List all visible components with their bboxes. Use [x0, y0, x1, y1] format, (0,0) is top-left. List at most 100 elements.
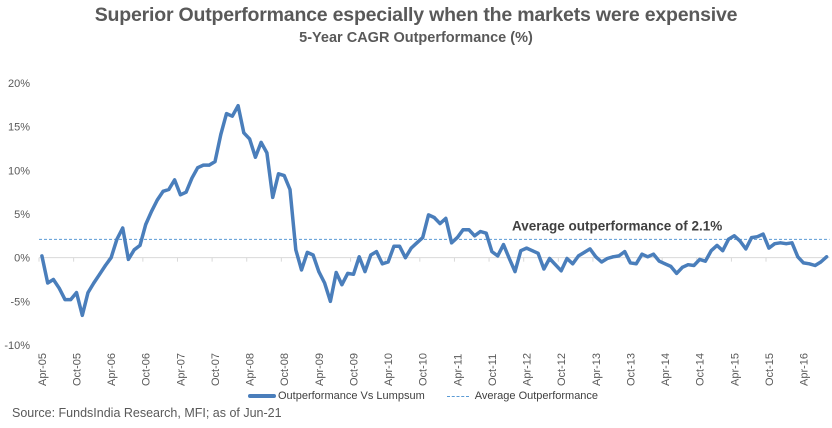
data-point — [559, 269, 563, 273]
data-point — [663, 262, 667, 266]
data-point — [519, 249, 523, 253]
data-point — [311, 253, 315, 257]
data-point — [802, 261, 806, 265]
x-tick-label: Oct-09 — [348, 353, 360, 386]
data-point — [398, 244, 402, 248]
data-point — [605, 257, 609, 261]
data-point — [207, 163, 211, 167]
legend-label: Average Outperformance — [474, 390, 599, 402]
data-point — [98, 272, 102, 276]
data-point — [611, 255, 615, 259]
x-tick-label: Oct-06 — [141, 353, 153, 386]
x-tick-label: Apr-13 — [591, 353, 603, 386]
legend: Outperformance Vs Lumpsum Average Outper… — [248, 390, 620, 402]
x-tick-label: Oct-12 — [556, 353, 568, 386]
data-point — [473, 234, 477, 238]
source-note: Source: FundsIndia Research, MFI; as of … — [12, 406, 282, 420]
data-point — [594, 255, 598, 259]
x-tick-label: Apr-05 — [37, 353, 49, 386]
x-tick-label: Apr-11 — [452, 354, 464, 386]
average-annotation: Average outperformance of 2.1% — [512, 218, 722, 233]
data-point — [201, 163, 205, 167]
data-point — [513, 270, 517, 274]
data-point — [496, 254, 500, 258]
data-point — [392, 244, 396, 248]
data-point — [109, 256, 113, 260]
data-point — [57, 286, 61, 290]
data-point — [115, 237, 119, 241]
data-point — [317, 270, 321, 274]
data-point — [259, 140, 263, 144]
data-point — [455, 236, 459, 240]
data-point — [178, 193, 182, 197]
data-point — [467, 228, 471, 232]
y-axis: 20% 15% 10% 5% 0% -5% -10% — [4, 78, 30, 352]
data-point — [126, 257, 130, 261]
x-tick-label: Apr-14 — [660, 353, 672, 386]
data-point — [121, 226, 125, 230]
x-tick-label: Oct-07 — [210, 353, 222, 386]
data-point — [796, 255, 800, 259]
data-point — [386, 260, 390, 264]
series-points — [40, 104, 829, 317]
data-point — [432, 215, 436, 219]
data-point — [103, 264, 107, 268]
data-point — [652, 252, 656, 256]
data-point — [363, 270, 367, 274]
x-tick-label: Oct-05 — [72, 353, 84, 386]
data-point — [807, 262, 811, 266]
data-point — [219, 133, 223, 137]
data-point — [536, 251, 540, 255]
data-point — [196, 166, 200, 170]
data-point — [276, 172, 280, 176]
data-point — [484, 231, 488, 235]
data-point — [357, 255, 361, 259]
y-tick-label: -5% — [10, 296, 30, 308]
data-point — [288, 188, 292, 192]
data-point — [680, 265, 684, 269]
data-point — [236, 104, 240, 108]
data-point — [617, 254, 621, 258]
data-point — [438, 222, 442, 226]
data-point — [709, 249, 713, 253]
y-tick-label: 10% — [8, 165, 30, 177]
data-point — [305, 250, 309, 254]
x-tick-label: Apr-16 — [799, 353, 811, 386]
y-tick-label: -10% — [4, 340, 30, 352]
data-point — [253, 155, 257, 159]
data-point — [230, 114, 234, 118]
x-tick-label: Oct-11 — [487, 354, 499, 386]
data-point — [403, 256, 407, 260]
data-point — [692, 264, 696, 268]
legend-label: Outperformance Vs Lumpsum — [278, 390, 425, 402]
data-point — [657, 259, 661, 263]
data-point — [271, 195, 275, 199]
data-point — [426, 213, 430, 217]
data-point — [738, 239, 742, 243]
x-tick-label: Oct-13 — [625, 353, 637, 386]
legend-item-average: Average Outperformance — [446, 390, 599, 402]
data-point — [686, 263, 690, 267]
data-point — [646, 255, 650, 259]
data-point — [478, 229, 482, 233]
data-point — [744, 247, 748, 251]
data-point — [86, 291, 90, 295]
data-point — [715, 243, 719, 247]
data-point — [213, 160, 217, 164]
x-tick-label: Oct-14 — [695, 353, 707, 386]
data-point — [750, 236, 754, 240]
data-point — [444, 216, 448, 220]
data-point — [69, 298, 73, 302]
data-point — [600, 260, 604, 264]
data-point — [63, 298, 67, 302]
data-point — [369, 253, 373, 257]
x-tick-label: Apr-12 — [522, 353, 534, 386]
data-point — [184, 190, 188, 194]
chart-title: Superior Outperformance especially when … — [94, 4, 738, 26]
data-point — [282, 174, 286, 178]
data-point — [784, 242, 788, 246]
data-point — [265, 151, 269, 155]
data-point — [703, 259, 707, 263]
data-point — [138, 243, 142, 247]
